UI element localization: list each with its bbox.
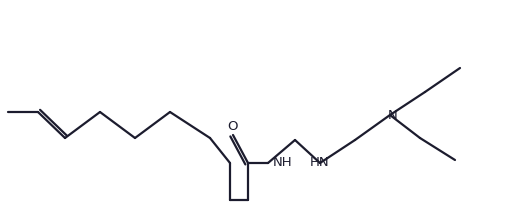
Text: NH: NH: [273, 156, 292, 169]
Text: O: O: [227, 120, 237, 134]
Text: N: N: [388, 108, 398, 122]
Text: HN: HN: [310, 156, 330, 169]
